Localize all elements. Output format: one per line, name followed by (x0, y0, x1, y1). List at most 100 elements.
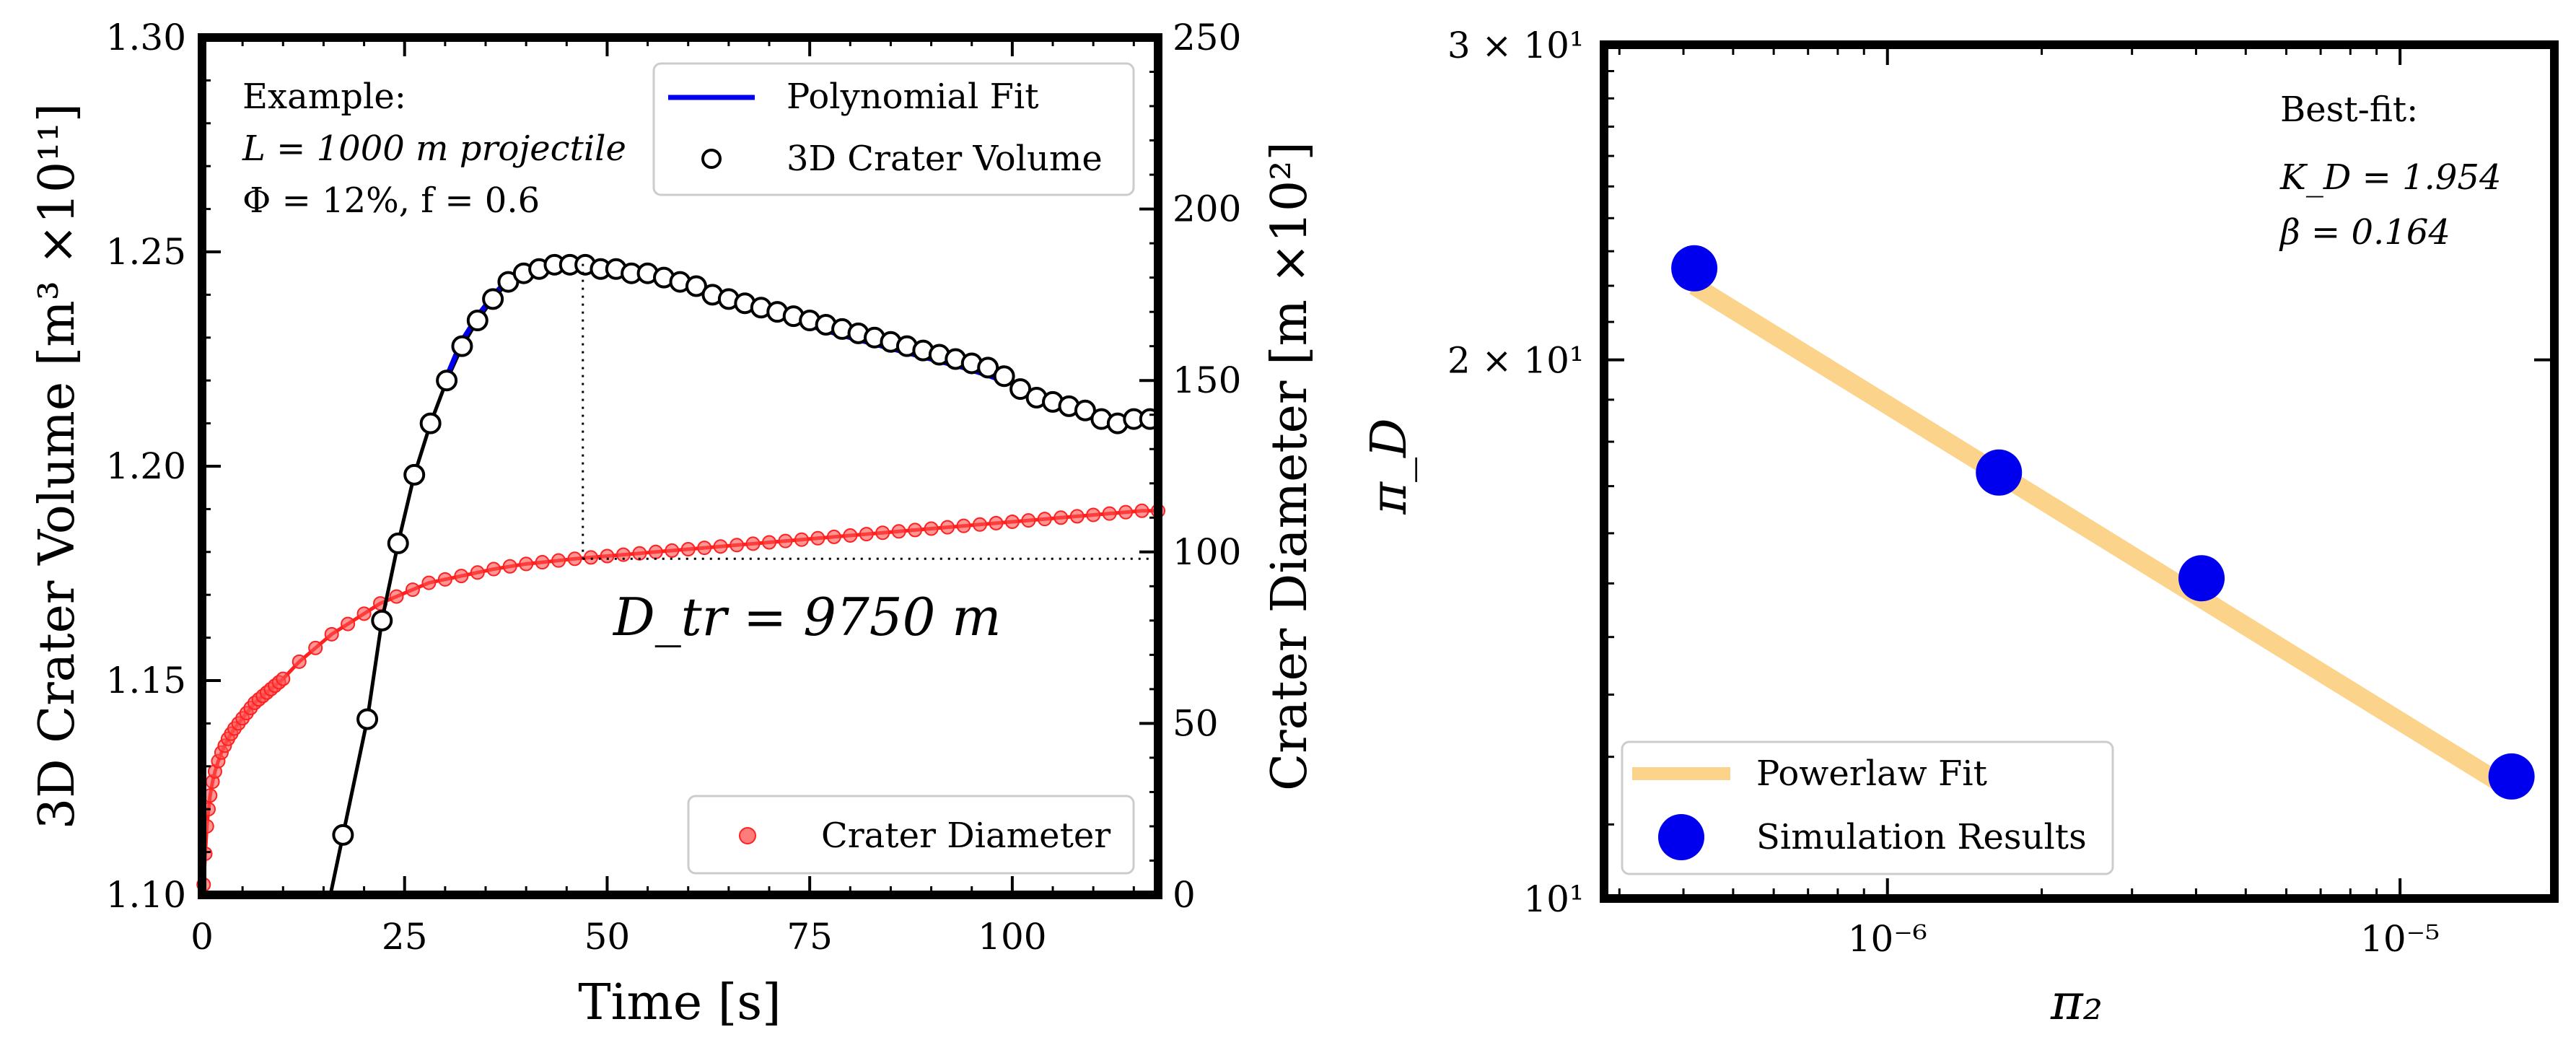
diameter-point (745, 536, 761, 551)
y-right-tick-label: 50 (1173, 702, 1219, 744)
legend-diameter-label: Crater Diameter (821, 816, 1110, 856)
dtr-label: D_tr = 9750 m (612, 587, 1002, 647)
left-legend-bottom-box (687, 795, 1135, 875)
simulation-point (2488, 753, 2535, 800)
volume-point (403, 463, 426, 486)
right-series-layer (1671, 245, 2535, 800)
left-legend-top-box (652, 62, 1135, 196)
volume-point (482, 288, 504, 310)
diameter-point (680, 541, 696, 556)
volume-point (1074, 399, 1096, 421)
left-panel: 0 25 50 75 100 1.10 1.15 1.20 1.25 1.30 0 50 100 150 2… (29, 17, 1318, 1031)
diameter-point (405, 582, 420, 598)
volume-point (356, 708, 379, 730)
diameter-point (1118, 504, 1134, 520)
diameter-point (665, 543, 680, 558)
diameter-point (762, 535, 777, 550)
diameter-point (341, 616, 356, 631)
legend-simulation-label: Simulation Results (1756, 817, 2087, 857)
volume-point (371, 609, 393, 631)
diameter-point (1086, 507, 1101, 523)
diameter-point (486, 561, 501, 577)
diameter-point (535, 555, 550, 570)
diameter-point (875, 525, 890, 541)
bestfit-beta: β = 0.164 (2279, 212, 2450, 253)
diameter-point (1053, 510, 1069, 525)
right-y-label: π_D (1361, 418, 1418, 515)
volume-point (332, 823, 354, 846)
diameter-point (324, 626, 339, 642)
volume-point (451, 335, 473, 357)
diameter-point (502, 559, 517, 574)
legend-volume-swatch (701, 149, 722, 169)
left-x-label: Time [s] (578, 974, 781, 1031)
diameter-point (551, 553, 566, 568)
y-left-tick-label: 1.25 (106, 231, 186, 273)
simulation-point (2178, 555, 2225, 602)
simulation-point (1671, 245, 1718, 292)
volume-point (977, 357, 999, 379)
y-right-tick-label: 200 (1173, 188, 1241, 230)
powerlaw-fit-line (1689, 277, 2517, 798)
diameter-point (697, 541, 712, 556)
x-tick-label: 0 (190, 916, 214, 958)
diameter-point (924, 521, 939, 536)
diameter-point (437, 572, 452, 587)
x-tick-label: 10⁻⁵ (2360, 918, 2440, 960)
y-right-tick-label: 150 (1173, 359, 1241, 401)
y-right-tick-label: 100 (1173, 531, 1241, 573)
diameter-point (1037, 512, 1052, 527)
diameter-point (292, 654, 307, 669)
legend-diameter-swatch (739, 827, 756, 844)
volume-point (419, 412, 442, 434)
diameter-point (810, 530, 825, 546)
simulation-point (1976, 449, 2023, 496)
volume-point (685, 275, 707, 297)
y-tick-label: 3 × 10¹ (1447, 25, 1584, 66)
left-annotation-line-3: Φ = 12%, f = 0.6 (242, 180, 540, 221)
right-ticks: 10¹ 2 × 10¹ 3 × 10¹ 10⁻⁶ 10⁻⁵ (1447, 25, 2556, 960)
left-series-layer (196, 253, 1165, 896)
right-x-label: π₂ (2050, 974, 2103, 1031)
diameter-point (615, 547, 631, 562)
x-tick-label: 25 (382, 916, 428, 958)
y-left-tick-label: 1.15 (106, 660, 186, 701)
x-tick-label: 10⁻⁶ (1848, 918, 1927, 960)
diameter-point (794, 532, 809, 547)
diameter-point (972, 517, 987, 532)
right-legend-box (1621, 740, 2114, 875)
volume-point (466, 310, 489, 332)
volume-point (436, 370, 458, 392)
x-tick-label: 100 (978, 916, 1046, 958)
bestfit-title: Best-fit: (2280, 89, 2418, 130)
diameter-point (843, 528, 858, 543)
left-ticks: 0 25 50 75 100 1.10 1.15 1.20 1.25 1.30 0 50 100 150 2… (106, 17, 1242, 958)
diameter-point (1004, 514, 1020, 529)
diameter-point (454, 569, 469, 584)
diameter-point (583, 550, 598, 565)
diameter-point (600, 548, 615, 564)
diameter-point (908, 523, 923, 538)
diameter-point (859, 527, 874, 542)
diameter-point (356, 606, 372, 621)
left-annotation-line-1: Example: (242, 76, 406, 117)
left-legend-bottom: Crater Diameter (687, 795, 1135, 875)
volume-point (387, 532, 409, 554)
diameter-point (730, 538, 745, 553)
diameter-point (421, 575, 437, 590)
diameter-point (308, 640, 323, 655)
x-tick-label: 50 (584, 916, 631, 958)
diameter-point (826, 529, 841, 544)
y-left-tick-label: 1.10 (106, 874, 186, 916)
y-right-tick-label: 250 (1173, 17, 1241, 58)
diameter-point (470, 565, 485, 580)
y-left-tick-label: 1.30 (106, 17, 186, 58)
legend-powerlaw-label: Powerlaw Fit (1756, 753, 1987, 794)
left-legend-top: Polynomial Fit 3D Crater Volume (652, 62, 1135, 196)
bestfit-kd: K_D = 1.954 (2279, 157, 2502, 198)
diameter-point (567, 551, 582, 567)
diameter-point (1102, 506, 1117, 521)
diameter-point (389, 589, 404, 604)
diameter-point (1069, 509, 1085, 524)
